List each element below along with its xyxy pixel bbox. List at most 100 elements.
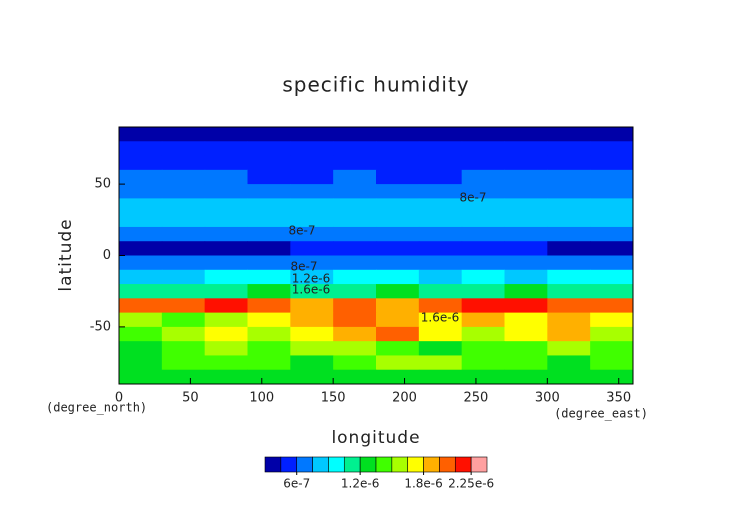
contour-cell [247, 298, 291, 314]
contour-cell [376, 341, 420, 356]
contour-cell [119, 169, 163, 185]
contour-cell [504, 212, 548, 228]
contour-cell [590, 241, 634, 256]
contour-cell [376, 269, 420, 285]
contour-cell [547, 141, 591, 157]
contour-cell [547, 184, 591, 199]
contour-cell [247, 269, 291, 285]
contour-cell [590, 212, 634, 228]
contour-cell [504, 341, 548, 356]
contour-cell [161, 312, 206, 328]
contour-cell [504, 184, 548, 199]
contour-cell [247, 169, 291, 185]
contour-cell [247, 198, 291, 214]
contour-cell [547, 226, 591, 242]
contour-cell [418, 312, 463, 328]
contour-cell [290, 284, 334, 299]
contour-cell [461, 241, 505, 256]
contour-label: 1.6e-6 [292, 283, 330, 297]
contour-cell [547, 198, 591, 214]
contour-cell [119, 312, 163, 328]
contour-cell [119, 198, 163, 214]
contour-cell [333, 212, 377, 228]
contour-cell [119, 155, 163, 171]
contour-cell [461, 155, 505, 171]
colorbar-tick-label: 6e-7 [283, 477, 310, 491]
contour-cell [290, 155, 334, 171]
x-tick-label: 150 [321, 391, 346, 406]
contour-cell [290, 169, 334, 185]
contour-cell [418, 355, 463, 371]
y-units: (degree_north) [46, 401, 147, 415]
colorbar-box [296, 456, 313, 473]
contour-cell [204, 369, 248, 385]
contour-cell [418, 169, 463, 185]
contour-cell [119, 341, 163, 356]
contour-cell [504, 255, 548, 271]
contour-cell [119, 212, 163, 228]
colorbar-box [391, 456, 409, 473]
contour-cell [247, 284, 291, 299]
contour-cell [590, 326, 634, 342]
contour-cell [119, 241, 163, 256]
contour-cell [333, 355, 377, 371]
contour-cell [119, 269, 163, 285]
contour-cell [290, 141, 334, 157]
colorbar-box [423, 456, 440, 473]
contour-cell [204, 198, 248, 214]
contour-cell [504, 127, 548, 142]
contour-cell [333, 169, 377, 185]
colorbar-box [439, 456, 456, 473]
contour-cell [161, 212, 206, 228]
contour-cell [333, 226, 377, 242]
contour-cell [504, 369, 548, 385]
contour-cell [247, 184, 291, 199]
contour-cell [418, 269, 463, 285]
contour-cell [333, 269, 377, 285]
contour-cell [333, 298, 377, 314]
contour-cell [461, 341, 505, 356]
contour-cell [204, 155, 248, 171]
contour-cell [204, 298, 248, 314]
contour-cell [247, 226, 291, 242]
contour-cell [547, 369, 591, 385]
contour-cell [376, 226, 420, 242]
y-tick-label: 0 [103, 248, 111, 263]
contour-cell [504, 241, 548, 256]
contour-cell [119, 127, 163, 142]
contour-cell [119, 326, 163, 342]
contour-cell [161, 341, 206, 356]
contour-cell [504, 355, 548, 371]
contour-cell [418, 226, 463, 242]
contour-cell [161, 369, 206, 385]
contour-cell [418, 326, 463, 342]
x-tick-label: 100 [249, 391, 274, 406]
contour-cell [376, 284, 420, 299]
contour-cell [247, 241, 291, 256]
contour-cell [204, 355, 248, 371]
contour-cell [461, 284, 505, 299]
contour-cell [376, 169, 420, 185]
contour-label: 1.6e-6 [421, 311, 459, 325]
contour-cell [418, 369, 463, 385]
contour-cell [590, 369, 634, 385]
contour-cell [418, 298, 463, 314]
x-tick-label: 350 [606, 391, 631, 406]
contour-cell [504, 298, 548, 314]
contour-cell [590, 198, 634, 214]
contour-cell [333, 198, 377, 214]
contour-cell [161, 255, 206, 271]
contour-cell [376, 312, 420, 328]
contour-cell [376, 326, 420, 342]
x-tick-label: 50 [182, 391, 199, 406]
contour-cell [590, 226, 634, 242]
contour-cell [290, 369, 334, 385]
contour-cell [247, 127, 291, 142]
x-axis-label: longitude [331, 428, 420, 448]
contour-cell [461, 212, 505, 228]
contour-cell [161, 241, 206, 256]
contour-cell [504, 284, 548, 299]
contour-cell [290, 269, 334, 285]
contour-cell [290, 184, 334, 199]
contour-cell [547, 212, 591, 228]
